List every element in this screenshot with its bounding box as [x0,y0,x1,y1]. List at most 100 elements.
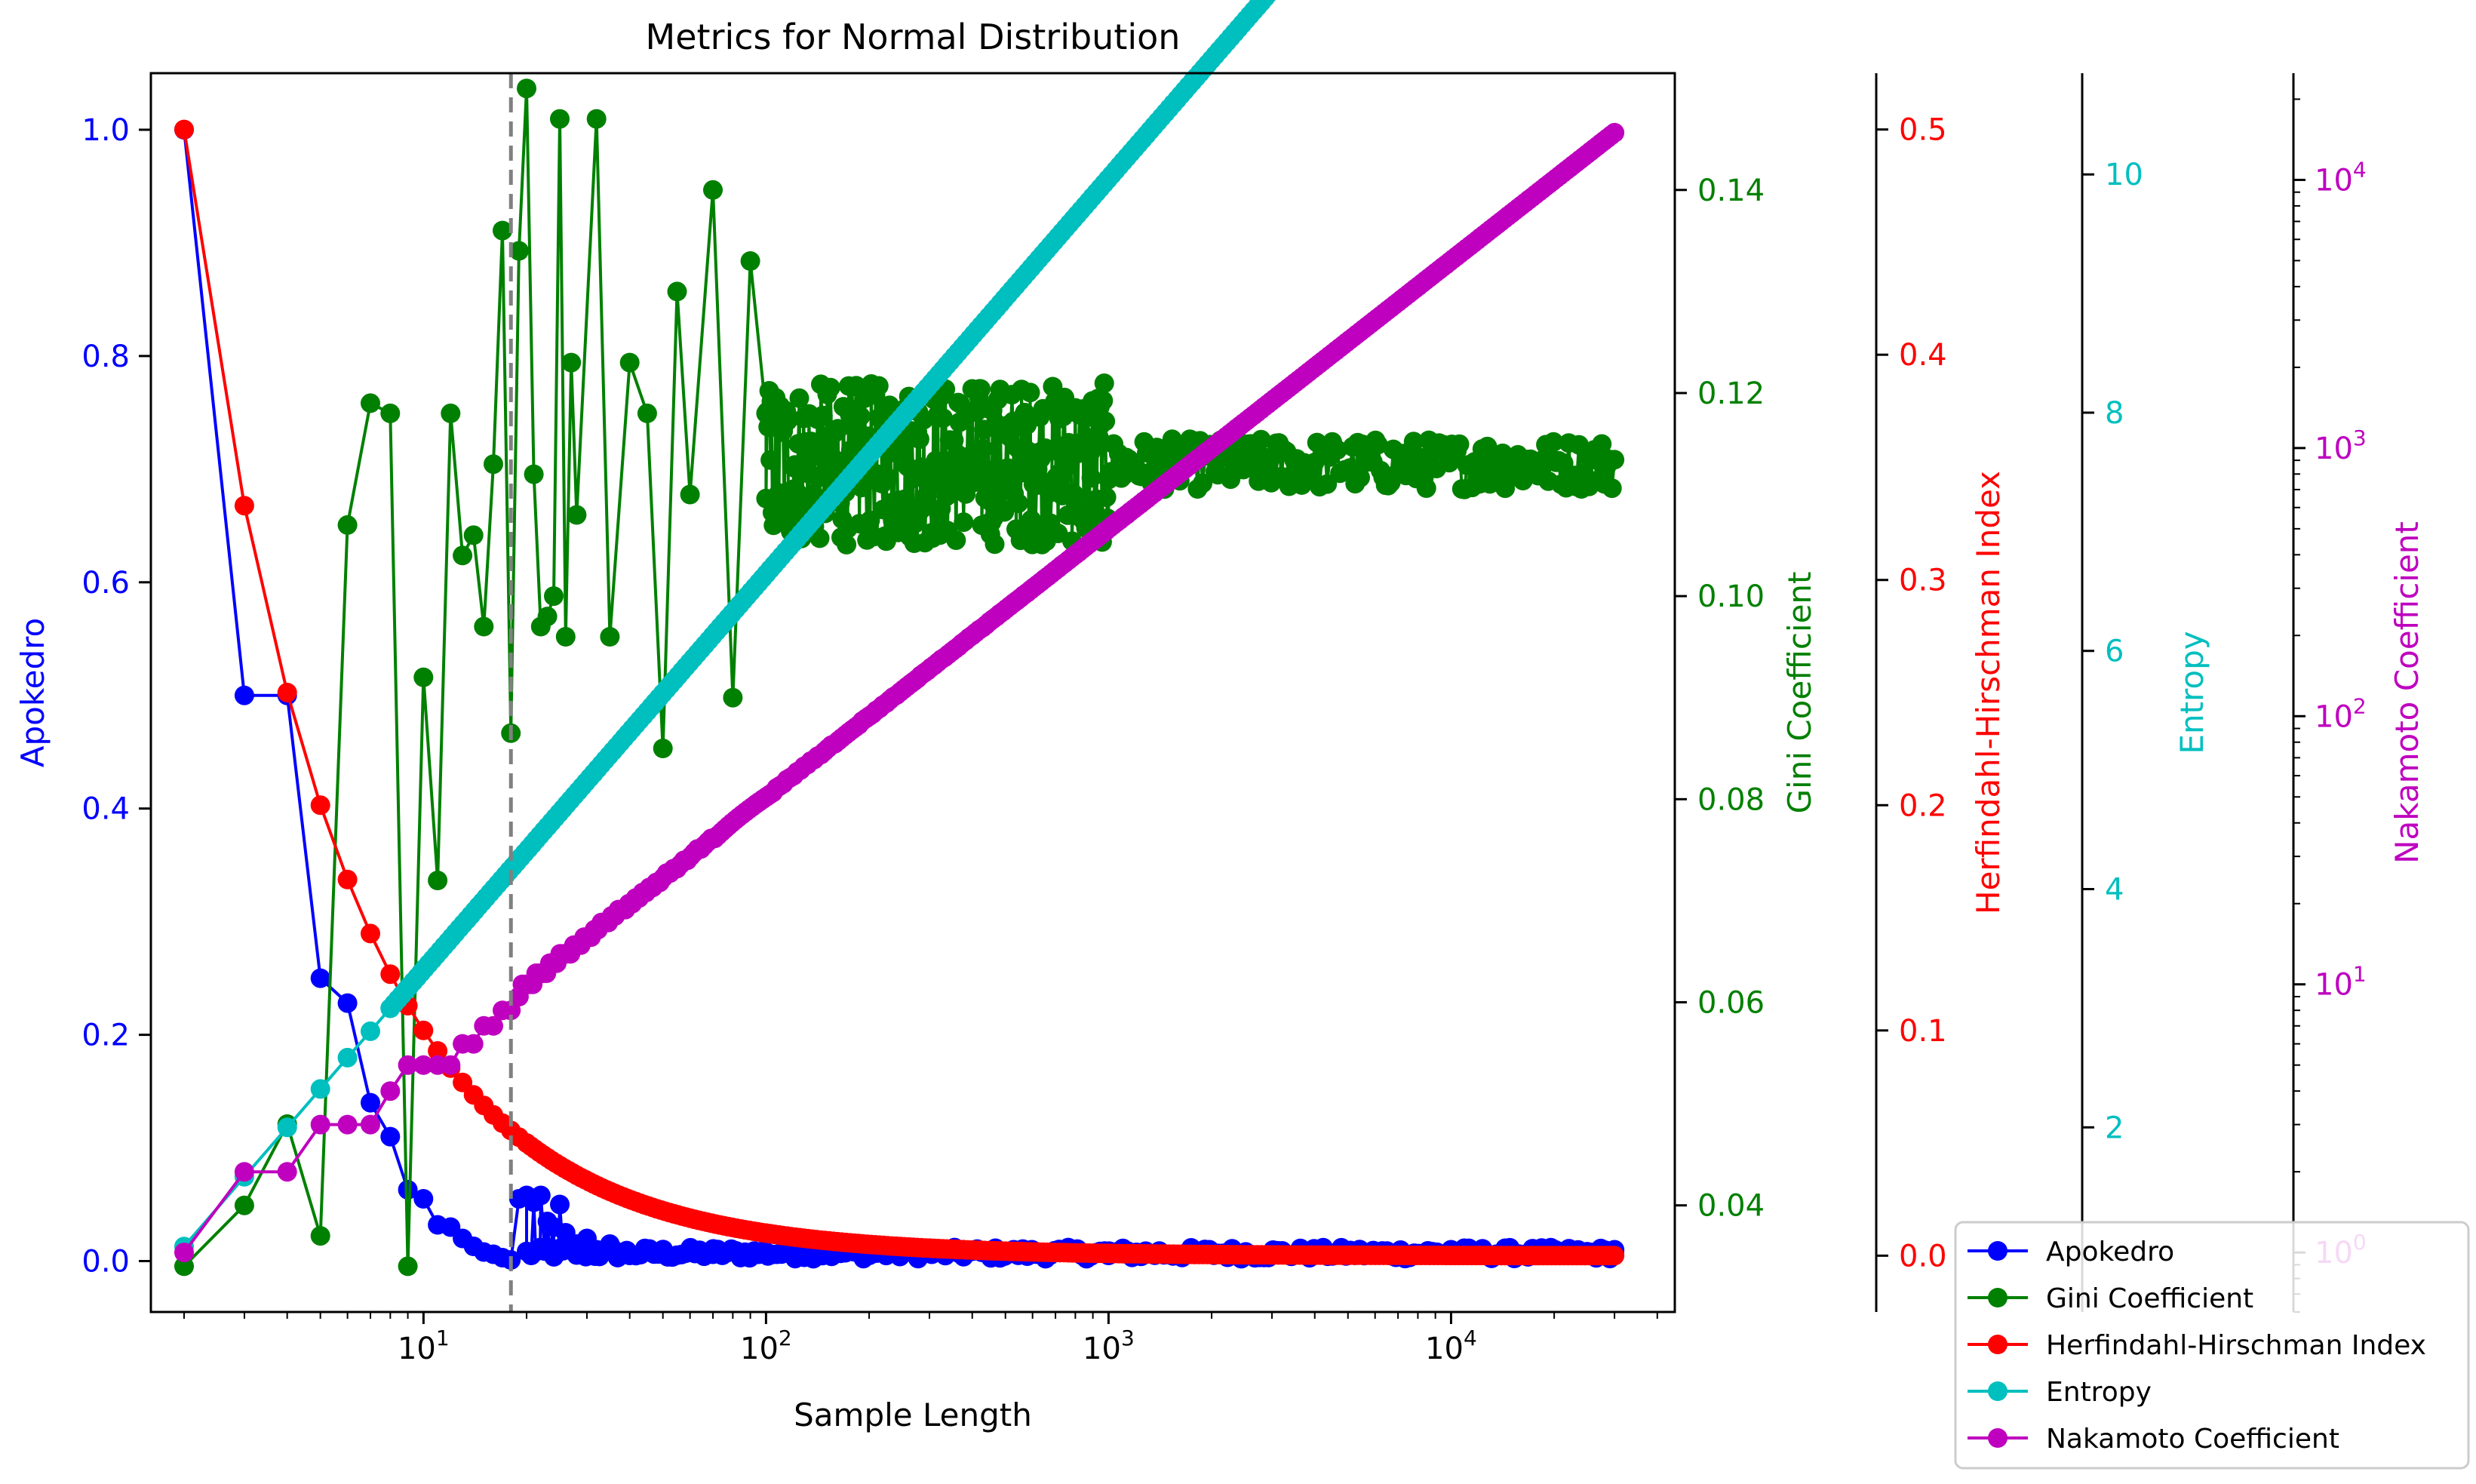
data-point-gini-coefficient [1327,440,1347,460]
data-point-entropy [277,1117,297,1138]
data-point-gini-coefficient [971,379,991,399]
data-point-gini-coefficient [1081,468,1101,488]
series-line-entropy [183,0,1265,1248]
data-point-gini-coefficient [428,871,448,890]
data-point-gini-coefficient [1350,468,1370,487]
data-point-gini-coefficient [637,403,657,423]
data-point-gini-coefficient [1093,391,1114,411]
data-point-gini-coefficient [933,408,954,429]
y-axis-label-entropy: Entropy [2173,631,2210,754]
data-point-gini-coefficient [926,450,946,471]
data-point-gini-coefficient [567,505,587,525]
legend-marker-herfindahl-hirschman-index [1988,1335,2008,1354]
data-point-nakamoto-coefficient [174,1243,194,1263]
y-axis-label-nakamoto: Nakamoto Coefficient [2388,521,2425,864]
legend-marker-entropy [1988,1381,2008,1401]
gini-tick-label: 0.10 [1697,579,1765,614]
data-point-gini-coefficient [1477,436,1498,456]
data-point-nakamoto-coefficient [277,1162,297,1182]
x-tick-label: 103 [1083,1326,1135,1366]
hhi-tick-label: 0.5 [1899,113,1947,148]
data-point-gini-coefficient [586,109,607,129]
hhi-tick-label: 0.1 [1899,1014,1947,1049]
data-point-gini-coefficient [920,465,941,486]
data-point-gini-coefficient [361,393,380,413]
legend-label-entropy: Entropy [2046,1377,2152,1408]
data-point-gini-coefficient [310,1226,330,1246]
data-point-gini-coefficient [544,586,564,607]
plot-frame [149,72,1676,1313]
legend: Apokedro Gini Coefficient Herfindahl-Hirsc… [1954,1221,2470,1470]
data-point-herfindahl-hirschman-index [413,1020,434,1040]
data-point-gini-coefficient [985,534,1005,555]
hhi-tick-label: 0.4 [1899,338,1947,373]
data-point-nakamoto-coefficient [337,1114,358,1135]
data-point-gini-coefficient [174,1256,194,1277]
data-point-gini-coefficient [537,607,558,627]
legend-marker-nakamoto-coefficient [1988,1428,2008,1448]
data-point-herfindahl-hirschman-index [174,119,194,140]
apokedro-tick-label: 0.2 [81,1019,130,1053]
nakamoto-tick-label: 103 [2315,426,2367,466]
data-point-gini-coefficient [946,530,966,550]
data-point-gini-coefficient [398,1256,418,1277]
data-point-gini-coefficient [860,510,880,530]
data-point-gini-coefficient [555,627,576,647]
plot-content [174,0,1625,1312]
apokedro-tick-label: 0.0 [81,1245,130,1280]
data-point-herfindahl-hirschman-index [1605,1246,1625,1266]
data-point-nakamoto-coefficient [463,1034,484,1054]
entropy-tick-label: 8 [2105,396,2124,431]
data-point-apokedro [310,968,330,988]
data-point-gini-coefficient [1193,473,1213,493]
series-gini-coefficient [174,78,1625,1277]
data-point-gini-coefficient [806,445,827,465]
y-axis-label-gini: Gini Coefficient [1781,571,1818,813]
entropy-tick-label: 10 [2105,158,2143,192]
data-point-gini-coefficient [413,667,434,687]
data-point-entropy [337,1047,358,1068]
entropy-tick-label: 6 [2105,634,2124,669]
data-point-gini-coefficient [760,450,781,470]
data-point-gini-coefficient [380,403,401,423]
data-point-gini-coefficient [234,1195,254,1215]
data-point-gini-coefficient [667,281,687,302]
series-herfindahl-hirschman-index [174,119,1625,1266]
axes-ticks: 101 102 103 1040.00.20.40.60.81.00.040.060.… [81,73,2367,1366]
data-point-gini-coefficient [909,429,929,449]
data-point-gini-coefficient [1416,478,1436,498]
gini-tick-label: 0.14 [1697,174,1765,208]
data-point-apokedro [398,1180,418,1200]
gini-tick-label: 0.12 [1697,376,1765,411]
data-point-nakamoto-coefficient [234,1162,254,1182]
gini-tick-label: 0.06 [1697,986,1765,1021]
entropy-tick-label: 2 [2105,1111,2124,1145]
legend-label-apokedro: Apokedro [2046,1237,2174,1267]
data-point-gini-coefficient [837,534,857,555]
legend-label-gini-coefficient: Gini Coefficient [2046,1283,2253,1314]
data-point-herfindahl-hirschman-index [234,496,254,516]
data-point-herfindahl-hirschman-index [310,795,330,816]
legend-label-herfindahl-hirschman-index: Herfindahl-Hirschman Index [2046,1330,2426,1361]
data-point-gini-coefficient [1544,432,1564,452]
data-point-gini-coefficient [895,489,914,509]
data-point-gini-coefficient [1368,435,1388,455]
data-point-gini-coefficient [550,109,570,129]
hhi-tick-label: 0.3 [1899,564,1947,598]
data-point-gini-coefficient [1008,493,1028,513]
legend-box [1954,1221,2470,1470]
data-point-apokedro [380,1126,401,1147]
data-point-gini-coefficient [1602,478,1622,499]
apokedro-tick-label: 0.4 [81,792,130,827]
data-point-gini-coefficient [828,419,848,439]
data-point-gini-coefficient [813,405,833,426]
x-tick-label: 102 [740,1326,792,1366]
data-point-nakamoto-coefficient [361,1114,380,1135]
data-point-nakamoto-coefficient [380,1081,401,1101]
data-point-gini-coefficient [886,443,906,463]
data-point-entropy [361,1021,380,1041]
data-point-gini-coefficient [337,515,358,535]
data-point-gini-coefficient [508,241,529,261]
data-point-gini-coefficient [561,352,582,373]
hhi-tick-label: 0.2 [1899,788,1947,823]
